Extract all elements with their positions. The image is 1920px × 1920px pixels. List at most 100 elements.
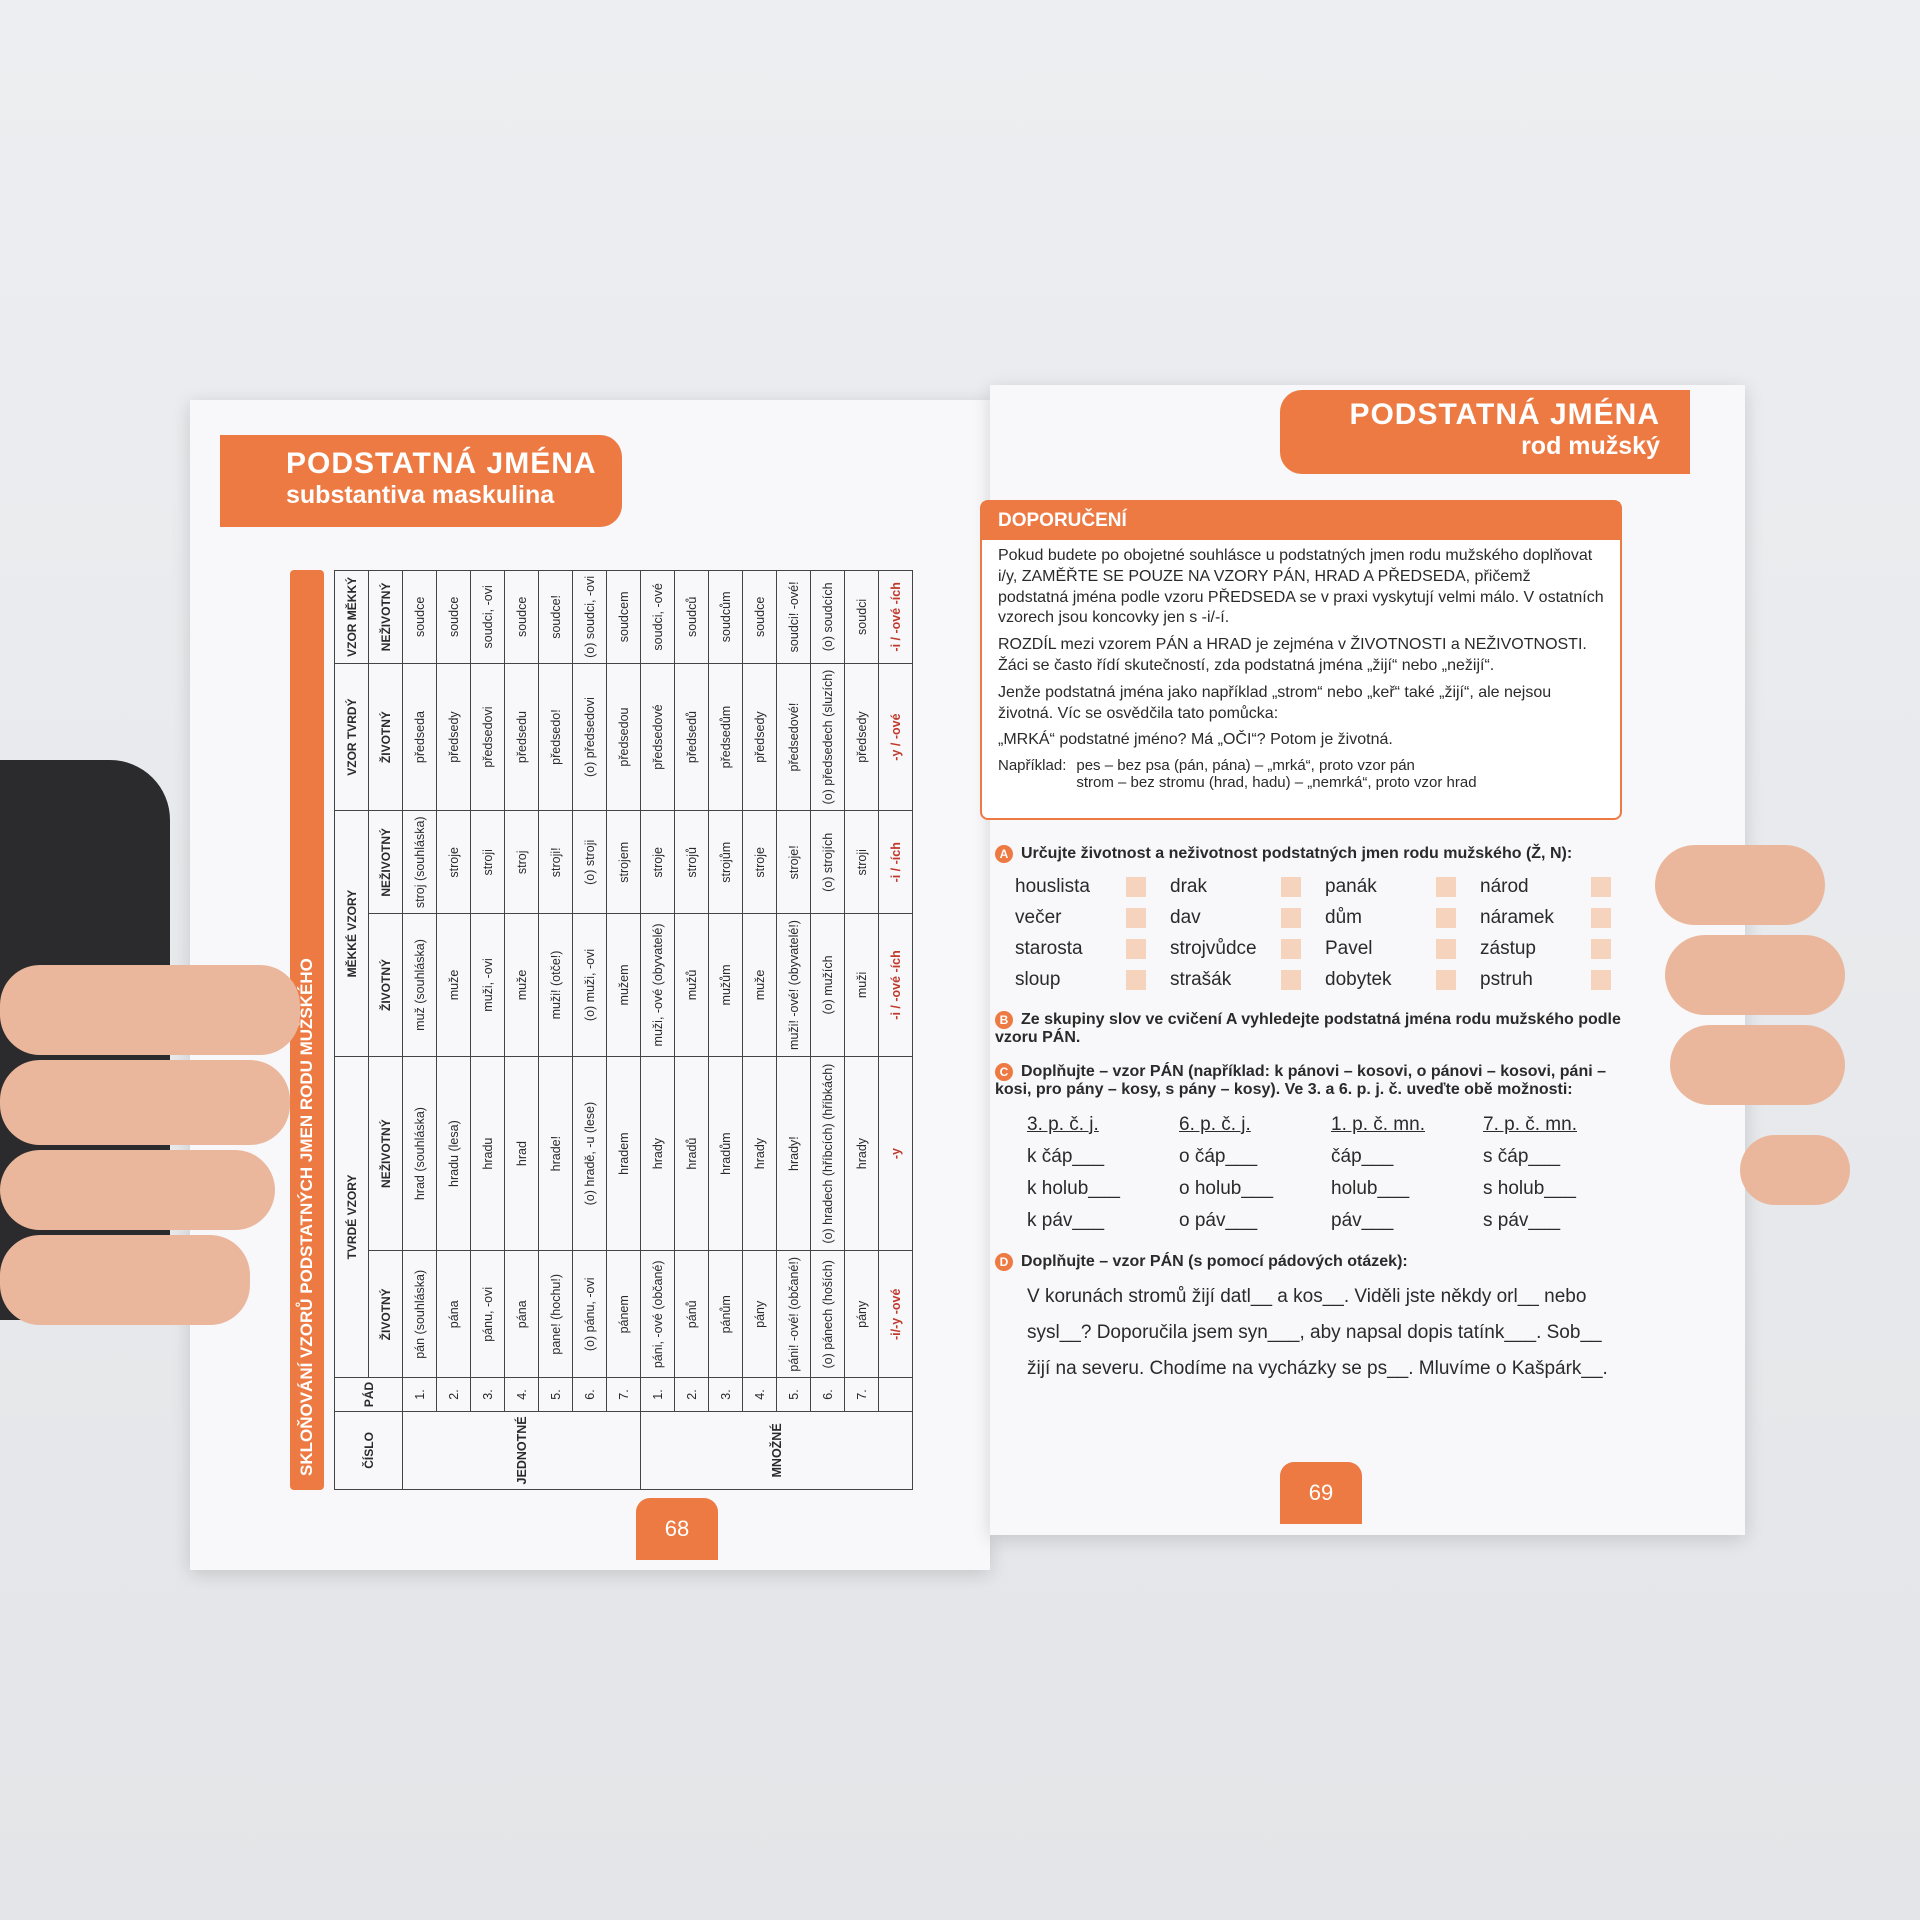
table-row: 6. (o) pánu, -ovi (o) hradě, -u (lese) (o) … xyxy=(572,570,607,1490)
word-item: dobytek xyxy=(1325,964,1480,995)
table-row: 4. pána hrad muže stroj předsedu soudce xyxy=(504,570,539,1490)
word: houslista xyxy=(1015,875,1090,897)
exercise-text: Určujte životnost a neživotnost podstatn… xyxy=(1021,845,1573,862)
word-item: panák xyxy=(1325,871,1480,902)
ending-cell: -i / -ové -ích xyxy=(878,570,913,664)
table-cell: 7. xyxy=(844,1377,879,1412)
checkbox xyxy=(1126,938,1146,959)
table-cell: mužem xyxy=(606,913,641,1057)
header-cell: ŽIVOTNÝ xyxy=(368,1250,403,1378)
column-head: 1. p. č. mn. xyxy=(1331,1114,1425,1135)
word-item: houslista xyxy=(1015,871,1170,902)
table-cell: předsedo! xyxy=(538,663,573,811)
example: Například: pes – bez psa (pán, pána) – „m… xyxy=(998,757,1604,791)
column-head: 7. p. č. mn. xyxy=(1483,1114,1577,1135)
table-cell: (o) pánu, -ovi xyxy=(572,1250,607,1378)
table-cell: pane! (hochu!) xyxy=(538,1250,573,1378)
table-cell: muže xyxy=(742,913,777,1057)
table-cell: soudců xyxy=(674,570,709,664)
table-cell: muži! (otče!) xyxy=(538,913,573,1057)
number-cell: JEDNOTNÉ xyxy=(402,1411,641,1490)
exercises: A Určujte životnost a neživotnost podstat… xyxy=(995,845,1635,1403)
box-title: DOPORUČENÍ xyxy=(982,502,1620,540)
exercise: A Určujte životnost a neživotnost podstat… xyxy=(995,845,1635,995)
box-paragraph: ROZDÍL mezi vzorem PÁN a HRAD je zejména… xyxy=(998,636,1587,674)
table-cell: předsedům xyxy=(708,663,743,811)
word-grid: houslista večer starosta sloup drak dav strojv… xyxy=(1015,871,1635,995)
word-item: večer xyxy=(1015,902,1170,933)
table-cell: 5. xyxy=(538,1377,573,1412)
table-cell: 5. xyxy=(776,1377,811,1412)
exercise-letter: A xyxy=(995,845,1013,863)
header-cell: NEŽIVOTNÝ xyxy=(368,810,403,914)
table-cell: hrady xyxy=(640,1056,675,1251)
number-cell: MNOŽNÉ xyxy=(640,1411,913,1490)
header-cell: VZOR MĚKKÝ xyxy=(334,570,369,664)
checkbox xyxy=(1281,938,1301,959)
table-cell: hrady xyxy=(844,1056,879,1251)
example-line: strom – bez stromu (hrad, hadu) – „nemrk… xyxy=(1076,774,1477,792)
table-cell: (o) hradě, -u (lese) xyxy=(572,1056,607,1251)
table-cell: mužů xyxy=(674,913,709,1057)
word-item: dav xyxy=(1170,902,1325,933)
table-cell: muže xyxy=(504,913,539,1057)
checkbox xyxy=(1281,876,1301,897)
table-cell: soudce xyxy=(436,570,471,664)
table-cell: předsedy xyxy=(742,663,777,811)
column-head: 3. p. č. j. xyxy=(1027,1114,1099,1135)
table-cell: předsedovi xyxy=(470,663,505,811)
table-cell: pán (souhláska) xyxy=(402,1250,437,1378)
table-cell: muži! -ové! (obyvatelé!) xyxy=(776,913,811,1057)
table-row: 2. pána hradu (lesa) muže stroje předsedy soud… xyxy=(436,570,471,1490)
checkbox xyxy=(1281,969,1301,990)
table-cell: předsedu xyxy=(504,663,539,811)
checkbox xyxy=(1436,907,1456,928)
table-cell: muži, -ové (obyvatelé) xyxy=(640,913,675,1057)
table-cell: hrady! xyxy=(776,1056,811,1251)
table-cell: hradu (lesa) xyxy=(436,1056,471,1251)
exercise-text: Doplňujte – vzor PÁN (například: k pánov… xyxy=(995,1063,1607,1098)
table-row: 5. páni! -ové! (občané!) hrady! muži! -ové!… xyxy=(776,570,811,1490)
table-cell: muži xyxy=(844,913,879,1057)
table-cell: hradů xyxy=(674,1056,709,1251)
table-cell: (o) předsedovi xyxy=(572,663,607,811)
column-item: o holub___ xyxy=(1179,1178,1274,1199)
word-item: drak xyxy=(1170,871,1325,902)
word: dům xyxy=(1325,906,1362,928)
table-cell: 2. xyxy=(436,1377,471,1412)
ending-cell: -y / -ové xyxy=(878,663,913,811)
finger xyxy=(0,965,300,1055)
header-cell: ŽIVOTNÝ xyxy=(368,663,403,811)
word-item: strašák xyxy=(1170,964,1325,995)
table-cell: pánem xyxy=(606,1250,641,1378)
table-cell: 4. xyxy=(742,1377,777,1412)
table-cell: strojů xyxy=(674,810,709,914)
table-cell: pána xyxy=(504,1250,539,1378)
table-cell: (o) stroji xyxy=(572,810,607,914)
table-cell: soudcům xyxy=(708,570,743,664)
column: 7. p. č. mn. s čáp___ s holub___ s páv___ xyxy=(1483,1109,1635,1237)
endings-row: -i/-y -ové -y -i / -ové -ích -i / -ích -y / … xyxy=(878,570,913,1490)
word-item: sloup xyxy=(1015,964,1170,995)
table-cell: předsedou xyxy=(606,663,641,811)
header-cell: ČÍSLO xyxy=(334,1411,403,1490)
ending-cell: -i/-y -ové xyxy=(878,1250,913,1378)
table-cell: 1. xyxy=(402,1377,437,1412)
table-cell: (o) předsedech (sluzích) xyxy=(810,663,845,811)
exercise-letter: D xyxy=(995,1253,1013,1271)
table-cell: stroji! xyxy=(538,810,573,914)
word-item: národ xyxy=(1480,871,1635,902)
exercise-heading: C Doplňujte – vzor PÁN (například: k páno… xyxy=(995,1063,1635,1099)
table-cell: (o) muži, -ovi xyxy=(572,913,607,1057)
header-cell: MĚKKÉ VZORY xyxy=(334,810,369,1057)
table-cell: 3. xyxy=(470,1377,505,1412)
table-cell: předsedy xyxy=(436,663,471,811)
table-cell: (o) soudci, -ovi xyxy=(572,570,607,664)
word-item: strojvůdce xyxy=(1170,933,1325,964)
table-cell: hrad (souhláska) xyxy=(402,1056,437,1251)
table-cell xyxy=(878,1377,913,1412)
column-item: o páv___ xyxy=(1179,1210,1258,1231)
table-cell: soudci! -ové! xyxy=(776,570,811,664)
table-row: 5. pane! (hochu!) hrade! muži! (otče!) stroj… xyxy=(538,570,573,1490)
column-item: čáp___ xyxy=(1331,1146,1394,1167)
